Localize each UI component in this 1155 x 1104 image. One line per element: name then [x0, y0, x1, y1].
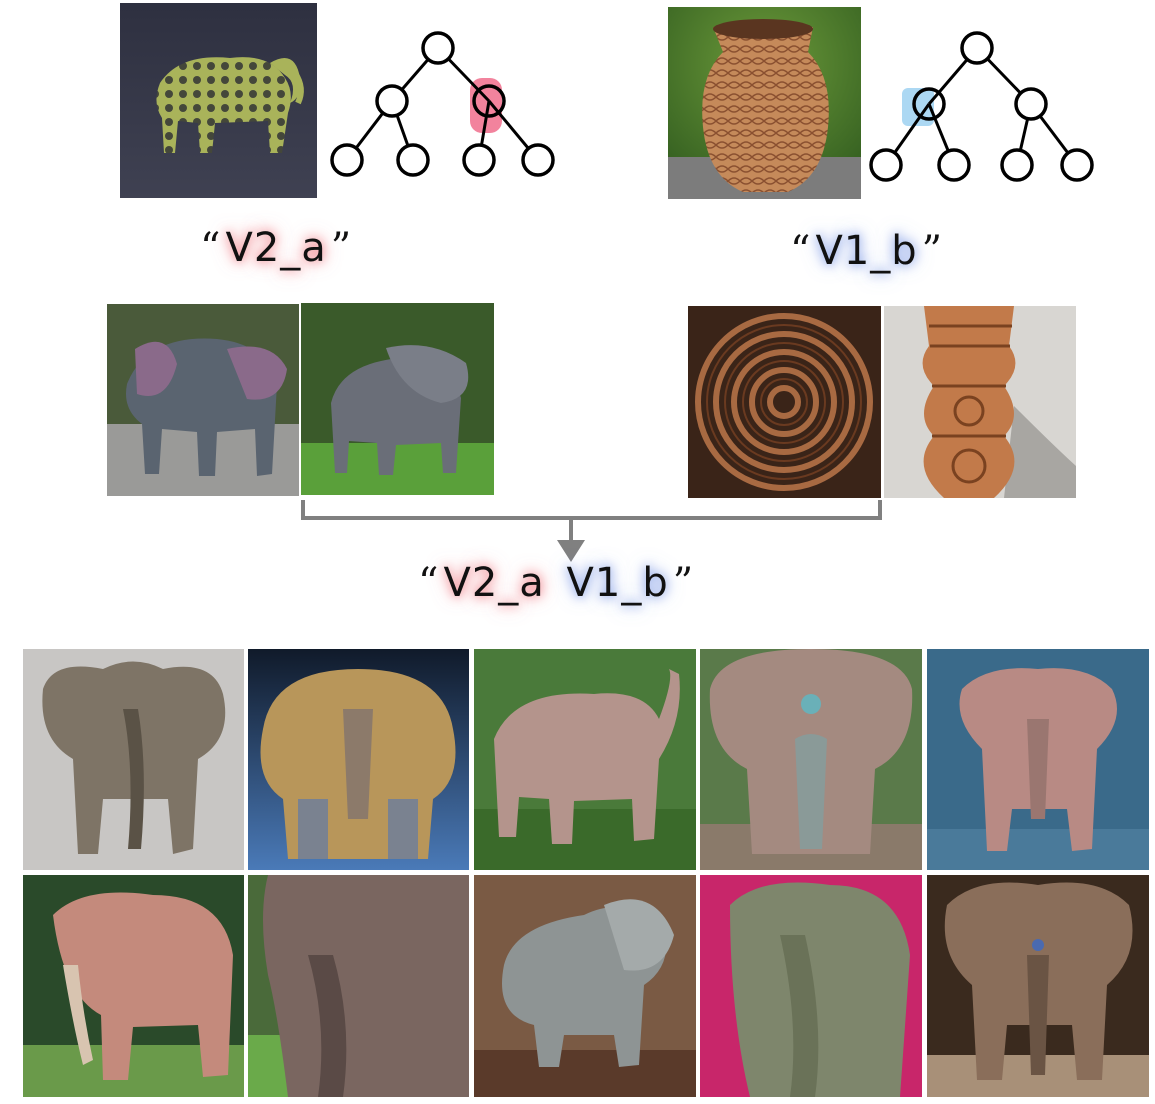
tree-node	[521, 143, 555, 177]
source-image-vase	[668, 7, 861, 199]
tree-node	[462, 143, 496, 177]
tree-node	[960, 31, 994, 65]
result-image-3	[474, 649, 696, 870]
result-image-6	[23, 875, 244, 1097]
tree-node	[330, 143, 364, 177]
token-v1b: V1_b	[815, 228, 918, 274]
token-label-a: “V2_a”	[200, 225, 353, 271]
tree-node	[1014, 87, 1048, 121]
example-image-a2	[301, 303, 494, 495]
result-image-1	[23, 649, 244, 870]
tree-node	[375, 84, 409, 118]
token-label-b: “V1_b”	[790, 228, 944, 274]
example-image-b1	[688, 306, 881, 498]
tree-node	[421, 31, 455, 65]
token-v2a: V2_a	[225, 225, 327, 271]
result-image-9	[700, 875, 922, 1097]
tree-diagram-b	[869, 31, 1094, 182]
example-image-a1	[107, 304, 299, 496]
result-image-2	[248, 649, 469, 870]
tree-node	[869, 148, 903, 182]
combined-token-v1b: V1_b	[566, 560, 669, 606]
tree-node	[1000, 148, 1034, 182]
result-image-5	[927, 649, 1149, 870]
combined-token-label: “V2_a V1_b”	[418, 560, 695, 606]
arrow-down-icon	[557, 540, 585, 562]
result-image-4	[700, 649, 922, 870]
tree-node-selected	[912, 87, 946, 121]
combined-token-v2a: V2_a	[443, 560, 545, 606]
result-image-10	[927, 875, 1149, 1097]
result-image-7	[248, 875, 469, 1097]
tree-node	[396, 143, 430, 177]
tree-node-selected	[472, 84, 506, 118]
tree-node-highlight-blue	[902, 88, 934, 126]
result-image-8	[474, 875, 696, 1097]
tree-node	[937, 148, 971, 182]
example-image-b2	[884, 306, 1076, 498]
tree-node	[1060, 148, 1094, 182]
source-image-elephant	[120, 3, 317, 198]
tree-diagram-a	[330, 31, 555, 177]
